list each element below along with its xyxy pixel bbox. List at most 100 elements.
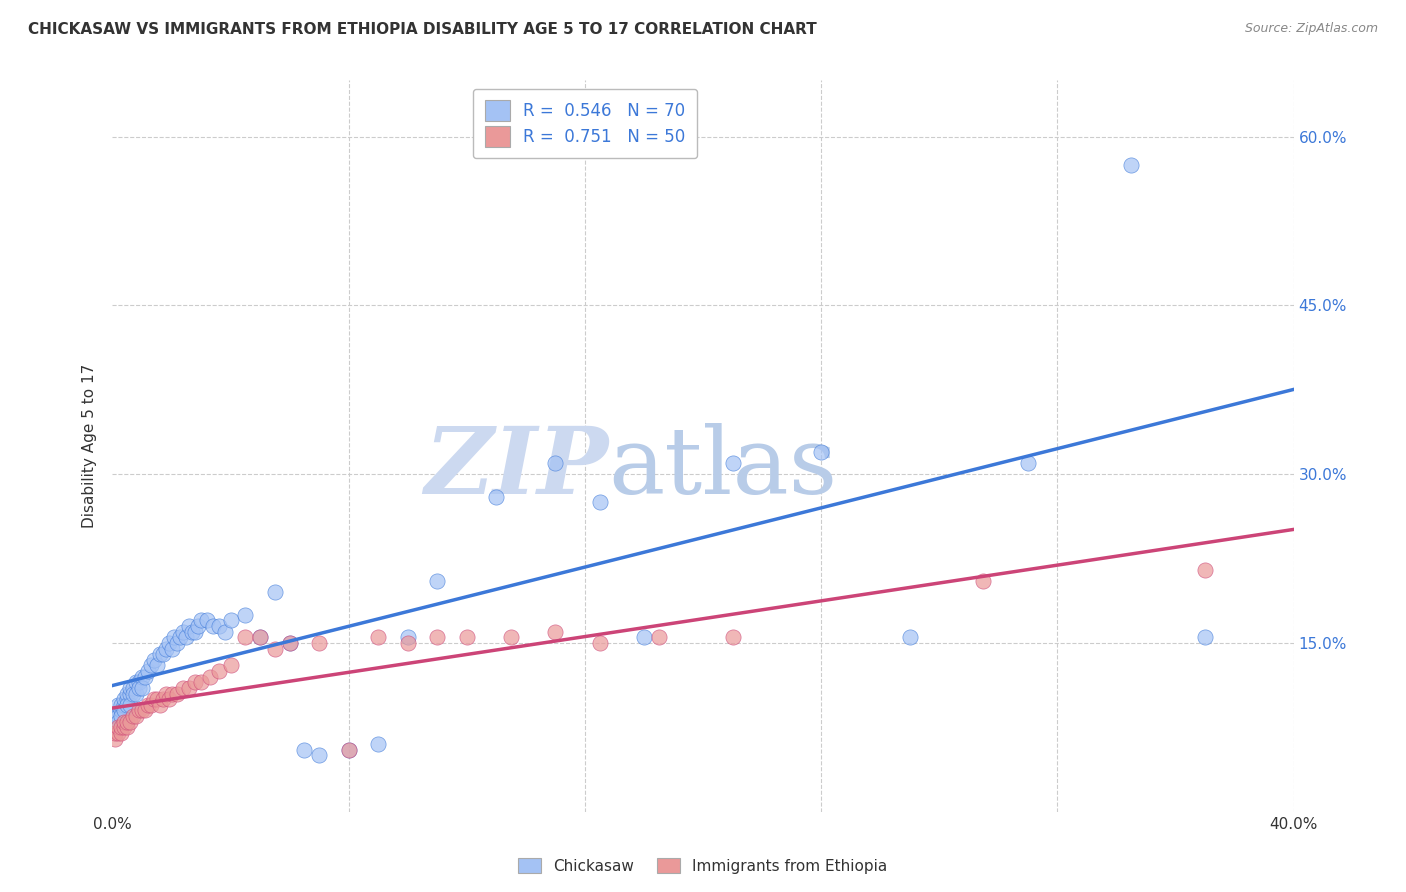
Point [146, 658, 169, 673]
Point [104, 726, 127, 740]
Point [278, 636, 301, 650]
Point [264, 585, 287, 599]
Point [292, 743, 315, 757]
Point [973, 574, 995, 588]
Point [152, 647, 174, 661]
Point [122, 681, 145, 695]
Point [249, 630, 271, 644]
Point [155, 687, 177, 701]
Point [898, 630, 921, 644]
Point [1119, 158, 1142, 172]
Point [110, 709, 132, 723]
Point [264, 641, 287, 656]
Point [810, 444, 832, 458]
Point [426, 574, 449, 588]
Point [337, 743, 360, 757]
Point [219, 658, 242, 673]
Point [249, 630, 271, 644]
Point [208, 664, 231, 678]
Point [131, 681, 153, 695]
Point [107, 698, 129, 712]
Point [174, 630, 197, 644]
Point [110, 720, 132, 734]
Point [208, 619, 231, 633]
Point [128, 681, 150, 695]
Point [169, 630, 191, 644]
Point [110, 726, 132, 740]
Point [128, 675, 150, 690]
Point [142, 692, 165, 706]
Point [544, 456, 567, 470]
Point [110, 703, 132, 717]
Text: Source: ZipAtlas.com: Source: ZipAtlas.com [1244, 22, 1378, 36]
Point [187, 619, 209, 633]
Point [233, 607, 256, 622]
Point [166, 636, 188, 650]
Point [337, 743, 360, 757]
Point [308, 748, 330, 763]
Point [214, 624, 236, 639]
Point [142, 653, 165, 667]
Point [104, 709, 127, 723]
Point [107, 709, 129, 723]
Point [131, 703, 153, 717]
Point [157, 692, 180, 706]
Point [112, 692, 135, 706]
Point [122, 687, 145, 701]
Point [117, 698, 138, 712]
Point [155, 641, 177, 656]
Point [149, 647, 172, 661]
Point [588, 636, 610, 650]
Point [396, 630, 419, 644]
Point [125, 687, 148, 701]
Point [112, 703, 135, 717]
Point [633, 630, 655, 644]
Point [134, 703, 156, 717]
Text: CHICKASAW VS IMMIGRANTS FROM ETHIOPIA DISABILITY AGE 5 TO 17 CORRELATION CHART: CHICKASAW VS IMMIGRANTS FROM ETHIOPIA DI… [28, 22, 817, 37]
Text: atlas: atlas [609, 423, 838, 513]
Point [120, 698, 142, 712]
Point [125, 675, 148, 690]
Point [456, 630, 478, 644]
Point [160, 641, 183, 656]
Point [122, 709, 145, 723]
Point [179, 619, 201, 633]
Point [163, 630, 186, 644]
Point [112, 714, 135, 729]
Point [501, 630, 523, 644]
Point [120, 681, 142, 695]
Point [1017, 456, 1039, 470]
Text: ZIP: ZIP [425, 423, 609, 513]
Point [120, 714, 142, 729]
Point [190, 675, 212, 690]
Point [181, 624, 204, 639]
Point [278, 636, 301, 650]
Point [160, 687, 183, 701]
Point [139, 698, 162, 712]
Point [117, 687, 138, 701]
Point [117, 720, 138, 734]
Point [149, 698, 172, 712]
Point [110, 698, 132, 712]
Point [172, 624, 194, 639]
Point [125, 709, 148, 723]
Point [172, 681, 194, 695]
Point [117, 692, 138, 706]
Point [107, 714, 129, 729]
Point [104, 731, 127, 746]
Point [128, 703, 150, 717]
Point [647, 630, 671, 644]
Point [157, 636, 180, 650]
Point [721, 630, 744, 644]
Point [544, 624, 567, 639]
Point [233, 630, 256, 644]
Point [367, 737, 389, 751]
Point [146, 692, 169, 706]
Point [120, 687, 142, 701]
Legend: R =  0.546   N = 70, R =  0.751   N = 50: R = 0.546 N = 70, R = 0.751 N = 50 [472, 88, 697, 159]
Point [112, 720, 135, 734]
Point [195, 614, 218, 628]
Y-axis label: Disability Age 5 to 17: Disability Age 5 to 17 [82, 364, 97, 528]
Point [152, 692, 174, 706]
Point [136, 664, 159, 678]
